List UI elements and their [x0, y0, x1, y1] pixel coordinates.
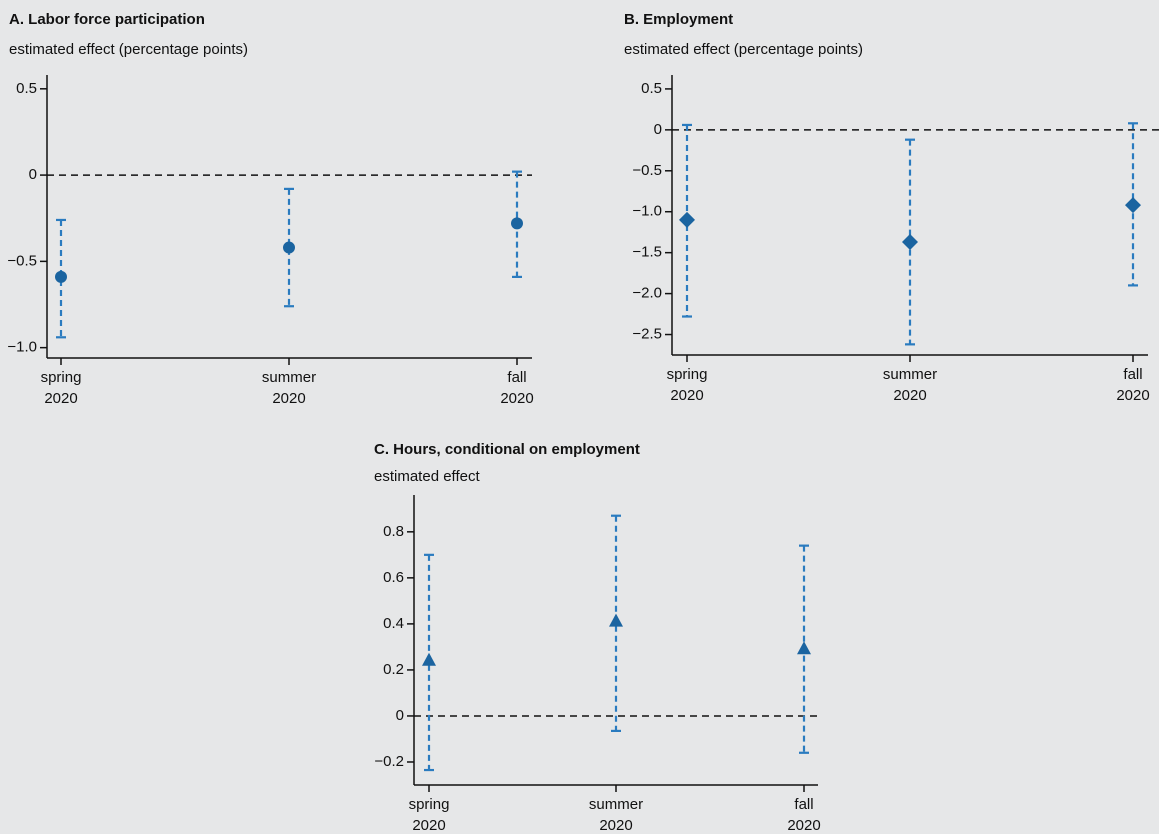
y-tick-label: 0	[396, 707, 404, 724]
y-tick-label: 0.8	[383, 523, 404, 540]
panel-title: A. Labor force participation	[9, 11, 205, 28]
point	[797, 641, 811, 655]
point	[55, 270, 67, 283]
point	[422, 652, 436, 666]
panel-title: C. Hours, conditional on employment	[374, 441, 640, 458]
y-tick-label: 0.6	[383, 569, 404, 586]
x-tick-label: spring 2020	[41, 369, 82, 407]
panel-subtitle: estimated effect (percentage points)	[624, 41, 863, 58]
y-tick-label: −1.0	[632, 203, 662, 220]
x-tick-label: spring 2020	[667, 366, 708, 404]
y-tick-label: −0.5	[7, 252, 37, 269]
x-tick-label: summer 2020	[883, 366, 937, 404]
x-tick-label: spring 2020	[409, 796, 450, 834]
y-tick-label: 0	[29, 166, 37, 183]
y-tick-label: −2.0	[632, 285, 662, 302]
y-tick-label: −0.5	[632, 162, 662, 179]
point	[283, 241, 295, 254]
point	[1125, 197, 1141, 214]
x-tick-label: fall 2020	[787, 796, 820, 834]
point	[511, 217, 523, 230]
y-tick-label: 0.5	[16, 80, 37, 97]
y-tick-label: −2.5	[632, 326, 662, 343]
point	[609, 613, 623, 627]
y-tick-label: −0.2	[374, 753, 404, 770]
y-tick-label: −1.5	[632, 244, 662, 261]
x-tick-label: summer 2020	[589, 796, 643, 834]
y-tick-label: 0.2	[383, 661, 404, 678]
y-tick-label: 0.4	[383, 615, 404, 632]
y-tick-label: 0	[654, 121, 662, 138]
x-tick-label: fall 2020	[500, 369, 533, 407]
point	[679, 211, 695, 228]
panel-subtitle: estimated effect (percentage points)	[9, 41, 248, 58]
panel-title: B. Employment	[624, 11, 733, 28]
y-tick-label: 0.5	[641, 80, 662, 97]
x-tick-label: summer 2020	[262, 369, 316, 407]
panel-subtitle: estimated effect	[374, 468, 480, 485]
point	[902, 234, 918, 251]
y-tick-label: −1.0	[7, 339, 37, 356]
x-tick-label: fall 2020	[1116, 366, 1149, 404]
